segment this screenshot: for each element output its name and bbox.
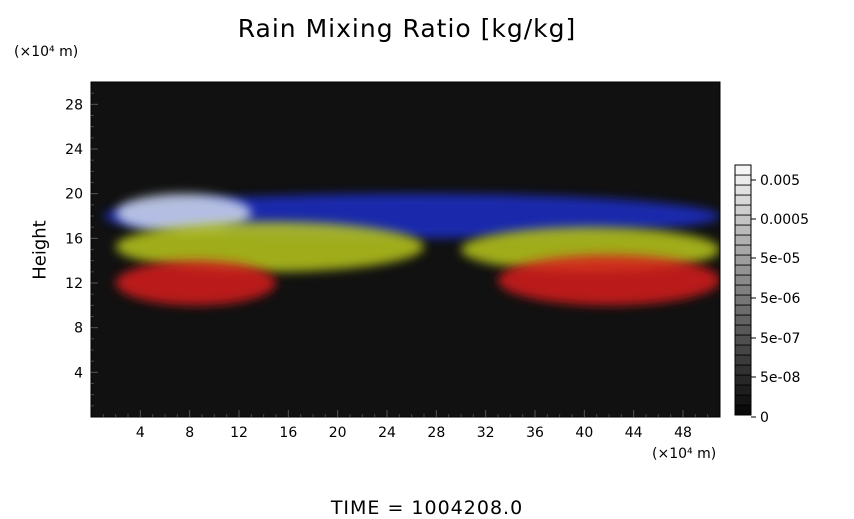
colorbar-label: 5e-05 <box>760 251 800 267</box>
field-region-1 <box>115 193 252 233</box>
colorbar-swatch <box>734 164 752 176</box>
colorbar-swatch <box>734 224 752 236</box>
colorbar-swatch <box>734 304 752 316</box>
x-tick-label: 36 <box>526 425 544 441</box>
colorbar-swatch <box>734 394 752 406</box>
x-tick-label: 8 <box>185 425 194 441</box>
x-axis: 4 8 12 16 20 24 28 32 36 40 44 48 <box>102 410 709 441</box>
colorbar-swatch <box>734 254 752 266</box>
colorbar-swatch <box>734 214 752 226</box>
x-tick-label: 4 <box>136 425 145 441</box>
x-tick-label: 24 <box>378 425 396 441</box>
colorbar: 0.005 0.0005 5e-05 5e-06 5e-07 5e-08 0 <box>734 164 809 426</box>
x-tick-label: 40 <box>575 425 593 441</box>
colorbar-swatch <box>734 384 752 396</box>
colorbar-swatch <box>734 374 752 386</box>
x-tick-label: 20 <box>329 425 347 441</box>
colorbar-swatch <box>734 294 752 306</box>
y-tick-label: 28 <box>65 97 83 113</box>
x-tick-label: 12 <box>230 425 248 441</box>
x-tick-label: 16 <box>279 425 297 441</box>
plot-area <box>90 81 721 418</box>
colorbar-swatch <box>734 404 752 416</box>
colorbar-swatch <box>734 314 752 326</box>
y-tick-label: 12 <box>65 276 83 292</box>
colorbar-label: 0.005 <box>760 173 800 189</box>
y-tick-label: 20 <box>65 187 83 203</box>
colorbar-swatch <box>734 184 752 196</box>
y-tick-label: 24 <box>65 142 83 158</box>
colorbar-label: 0 <box>760 410 769 426</box>
colorbar-swatch <box>734 274 752 286</box>
colorbar-swatch <box>734 344 752 356</box>
colorbar-swatch <box>734 234 752 246</box>
colorbar-swatch <box>734 324 752 336</box>
x-tick-label: 28 <box>427 425 445 441</box>
colorbar-swatch <box>734 194 752 206</box>
y-axis: 4 8 12 16 20 24 28 <box>65 92 98 407</box>
x-tick-label: 48 <box>674 425 692 441</box>
field-region-3 <box>115 260 277 306</box>
colorbar-frame <box>734 164 752 416</box>
time-label: TIME = 1004208.0 <box>330 497 524 519</box>
colorbar-label: 5e-07 <box>760 331 800 347</box>
y-tick-label: 16 <box>65 231 83 247</box>
colorbar-label: 5e-08 <box>760 370 800 386</box>
y-tick-label: 8 <box>74 321 83 337</box>
x-tick-label: 44 <box>625 425 643 441</box>
colorbar-swatch <box>734 284 752 296</box>
x-tick-label: 32 <box>477 425 495 441</box>
colorbar-label: 5e-06 <box>760 291 800 307</box>
colorbar-swatch <box>734 264 752 276</box>
colorbar-swatch <box>734 204 752 216</box>
field-region-2 <box>115 221 424 272</box>
colorbar-swatch <box>734 354 752 366</box>
colorbar-swatch <box>734 174 752 186</box>
colorbar-swatch <box>734 364 752 376</box>
chart-title: Rain Mixing Ratio [kg/kg] <box>237 14 577 43</box>
x-axis-unit: (×10⁴ m) <box>652 446 717 462</box>
y-tick-label: 4 <box>74 365 83 381</box>
colorbar-swatch <box>734 334 752 346</box>
field-region-5 <box>498 255 720 306</box>
field-layer <box>103 193 720 306</box>
colorbar-swatch <box>734 244 752 256</box>
colorbar-label: 0.0005 <box>760 212 809 228</box>
y-axis-unit: (×10⁴ m) <box>14 44 79 60</box>
